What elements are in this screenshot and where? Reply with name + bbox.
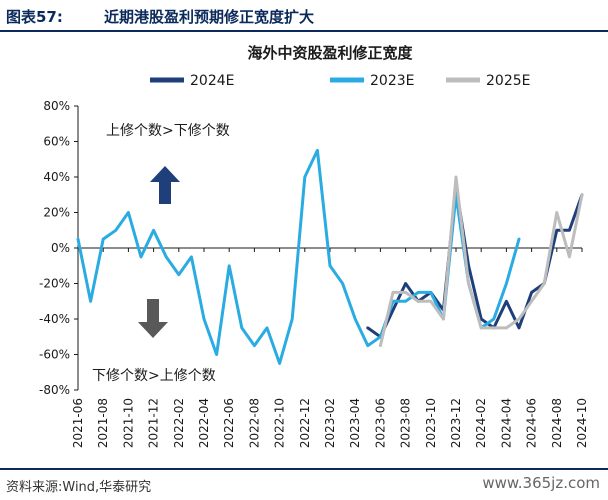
legend-label-2023E: 2023E xyxy=(370,73,414,89)
y-tick-label: -20% xyxy=(39,277,70,291)
x-tick-label: 2024-02 xyxy=(474,398,488,448)
y-tick-label: 80% xyxy=(43,99,70,113)
series-line-2023E xyxy=(76,148,521,365)
legend-label-2024E: 2024E xyxy=(190,73,234,89)
y-tick-label: 60% xyxy=(43,135,70,149)
x-tick-label: 2022-02 xyxy=(172,398,186,448)
x-tick-label: 2021-08 xyxy=(96,398,110,448)
figure-label: 图表57: xyxy=(6,8,63,26)
x-tick-label: 2024-06 xyxy=(525,398,539,448)
annotation-up-text: 上修个数>下修个数 xyxy=(106,123,230,139)
source-note: 资料来源:Wind,华泰研究 xyxy=(6,480,152,495)
x-tick-label: 2021-12 xyxy=(147,398,161,448)
chart-title: 海外中资股盈利修正宽度 xyxy=(247,44,413,62)
x-tick-label: 2023-10 xyxy=(424,398,438,448)
x-tick-label: 2024-08 xyxy=(550,398,564,448)
x-tick-label: 2023-06 xyxy=(373,398,387,448)
figure-title: 近期港股盈利预期修正宽度扩大 xyxy=(104,8,315,26)
watermark-text: www.365jz.com xyxy=(482,474,600,492)
up-arrow-icon xyxy=(150,166,180,204)
y-tick-label: -80% xyxy=(39,383,70,397)
y-tick-label: 0% xyxy=(51,241,70,255)
plot-area: 80% 60% 40% 20% 0% -20% -40% -60% -80%2021-06 202… xyxy=(39,99,589,448)
series-line-2024E xyxy=(366,184,584,339)
x-tick-label: 2024-10 xyxy=(575,398,589,448)
x-tick-label: 2021-06 xyxy=(71,398,85,448)
figure-header: 图表57: 近期港股盈利预期修正宽度扩大 xyxy=(0,0,608,32)
x-tick-label: 2022-10 xyxy=(273,398,287,448)
x-tick-label: 2022-06 xyxy=(222,398,236,448)
chart-svg: 海外中资股盈利修正宽度 2024E 2023E 2025E 80% 60% 40% 20%… xyxy=(39,44,589,448)
series-line-2025E xyxy=(378,175,584,348)
x-tick-label: 2022-12 xyxy=(298,398,312,448)
x-tick-label: 2024-04 xyxy=(499,398,513,448)
legend: 2024E 2023E 2025E xyxy=(150,73,530,89)
x-tick-label: 2023-04 xyxy=(348,398,362,448)
x-tick-label: 2023-08 xyxy=(399,398,413,448)
x-tick-label: 2023-12 xyxy=(449,398,463,448)
footer-rule xyxy=(0,468,608,470)
x-tick-label: 2023-02 xyxy=(323,398,337,448)
y-tick-label: -40% xyxy=(39,312,70,326)
x-tick-label: 2022-04 xyxy=(197,398,211,448)
chart-area: 海外中资股盈利修正宽度 2024E 2023E 2025E 80% 60% 40% 20%… xyxy=(0,32,608,468)
header-rule xyxy=(0,30,608,32)
x-tick-label: 2022-08 xyxy=(247,398,261,448)
y-tick-label: 40% xyxy=(43,170,70,184)
legend-label-2025E: 2025E xyxy=(486,73,530,89)
down-arrow-icon xyxy=(138,299,168,338)
x-tick-label: 2021-10 xyxy=(121,398,135,448)
figure-footer: 资料来源:Wind,华泰研究 www.365jz.com xyxy=(0,468,608,500)
y-tick-label: -60% xyxy=(39,348,70,362)
annotation-down-text: 下修个数>上修个数 xyxy=(92,368,216,384)
y-tick-label: 20% xyxy=(43,206,70,220)
